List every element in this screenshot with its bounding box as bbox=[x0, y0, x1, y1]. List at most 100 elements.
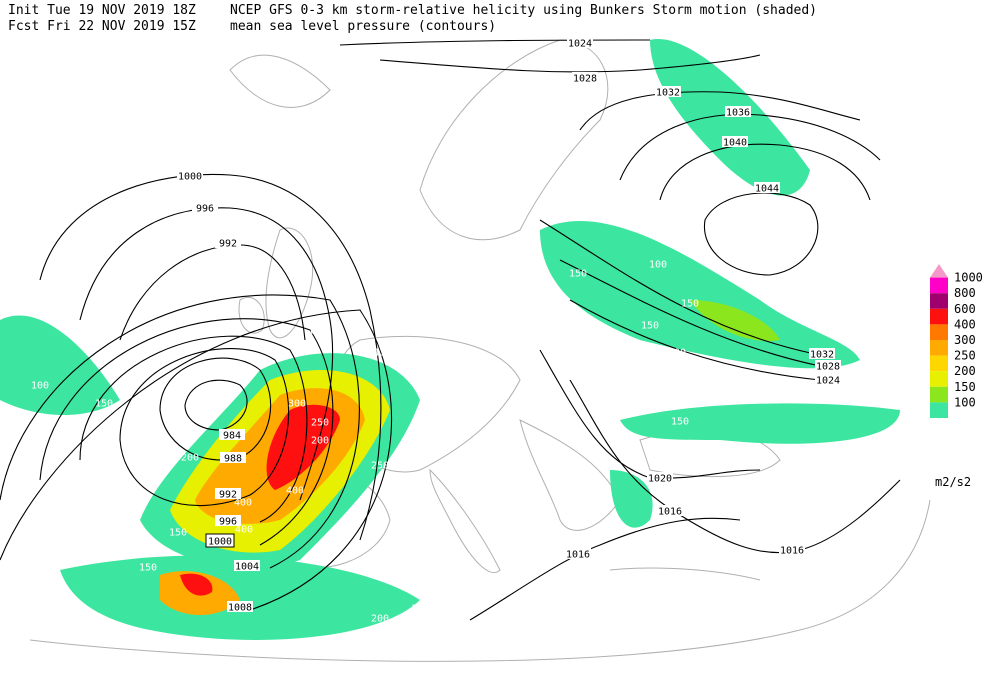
legend-unit: m2/s2 bbox=[935, 475, 971, 489]
helicity-label: 400 bbox=[235, 525, 253, 536]
helicity-label: 150 bbox=[569, 269, 587, 280]
pressure-label: 1036 bbox=[726, 108, 750, 119]
label-bg bbox=[655, 86, 681, 97]
helicity-label: 150 bbox=[374, 348, 392, 359]
legend-swatch bbox=[930, 355, 948, 372]
label-bg bbox=[567, 37, 593, 48]
pressure-label: 1016 bbox=[780, 546, 804, 557]
map-title: NCEP GFS 0-3 km storm-relative helicity … bbox=[230, 3, 817, 18]
helicity-label: 400 bbox=[286, 486, 304, 497]
helicity-label: 400 bbox=[234, 498, 252, 509]
pressure-label: 988 bbox=[224, 454, 242, 465]
helicity-label: 150 bbox=[169, 528, 187, 539]
helicity-label: 150 bbox=[641, 321, 659, 332]
pressure-label: 996 bbox=[219, 517, 237, 528]
helicity-label: 200 bbox=[371, 614, 389, 625]
label-bg bbox=[565, 548, 591, 559]
helicity-label: 100 bbox=[132, 428, 150, 439]
label-box bbox=[205, 533, 235, 548]
map-subtitle: mean sea level pressure (contours) bbox=[230, 19, 496, 34]
pressure-label: 996 bbox=[196, 204, 214, 215]
legend-swatch bbox=[930, 264, 948, 278]
pressure-label: 1044 bbox=[755, 184, 779, 195]
legend-label: 250 bbox=[954, 349, 976, 363]
helicity-label: 150 bbox=[139, 563, 157, 574]
legend-swatch bbox=[930, 340, 948, 356]
pressure-label: 1000 bbox=[178, 172, 202, 183]
helicity-label: 100 bbox=[31, 381, 49, 392]
helicity-label: 150 bbox=[95, 399, 113, 410]
helicity-label: 150 bbox=[421, 401, 439, 412]
pressure-label: 992 bbox=[219, 239, 237, 250]
helicity-shading bbox=[0, 39, 900, 640]
legend-swatch bbox=[930, 402, 948, 418]
label-bg bbox=[754, 182, 780, 193]
legend-label: 300 bbox=[954, 333, 976, 347]
label-bg bbox=[722, 136, 748, 147]
label-bg bbox=[725, 106, 751, 117]
pressure-label: 1020 bbox=[648, 474, 672, 485]
pressure-label: 1016 bbox=[566, 550, 590, 561]
label-bg bbox=[215, 515, 241, 526]
pressure-label: 1000 bbox=[208, 537, 232, 548]
helicity-label: 100 bbox=[316, 551, 334, 562]
legend-swatch bbox=[930, 386, 948, 403]
label-bg bbox=[657, 505, 683, 516]
label-bg bbox=[572, 72, 598, 83]
helicity-label: 100 bbox=[649, 260, 667, 271]
label-bg bbox=[815, 374, 841, 385]
label-bg bbox=[234, 560, 260, 571]
label-bg bbox=[227, 601, 253, 612]
pressure-label: 1024 bbox=[568, 39, 592, 50]
label-bg bbox=[219, 429, 245, 440]
legend-label: 1000 bbox=[954, 271, 983, 285]
helicity-label: 200 bbox=[311, 436, 329, 447]
pressure-label: 1032 bbox=[810, 350, 834, 361]
pressure-label: 984 bbox=[223, 431, 241, 442]
helicity-label: 200 bbox=[181, 453, 199, 464]
pressure-label: 1024 bbox=[816, 376, 840, 387]
init-time: Init Tue 19 NOV 2019 18Z bbox=[8, 3, 196, 18]
legend-label: 150 bbox=[954, 380, 976, 394]
legend-label: 100 bbox=[954, 395, 976, 409]
helicity-label: 150 bbox=[519, 327, 537, 338]
legend-swatch bbox=[930, 277, 948, 294]
legend-swatch bbox=[930, 324, 948, 340]
legend-label: 800 bbox=[954, 286, 976, 300]
map-labels: 1024102810321036104010441000996992984988… bbox=[31, 37, 841, 625]
label-bg bbox=[779, 544, 805, 555]
pressure-label: 992 bbox=[219, 490, 237, 501]
label-bg bbox=[809, 348, 835, 359]
label-bg bbox=[215, 237, 241, 248]
helicity-label: 150 bbox=[681, 299, 699, 310]
helicity-label: 100 bbox=[411, 604, 429, 615]
pressure-label: 1028 bbox=[573, 74, 597, 85]
label-bg bbox=[177, 170, 203, 181]
legend-swatch bbox=[930, 308, 948, 325]
pressure-label: 1032 bbox=[656, 88, 680, 99]
legend-label: 400 bbox=[954, 317, 976, 331]
pressure-label: 1008 bbox=[228, 603, 252, 614]
pressure-label: 1004 bbox=[235, 562, 259, 573]
pressure-label: 1040 bbox=[723, 138, 747, 149]
helicity-label: 150 bbox=[308, 326, 326, 337]
label-bg bbox=[815, 360, 841, 371]
legend-label: 600 bbox=[954, 302, 976, 316]
pressure-contours bbox=[0, 39, 901, 621]
helicity-label: 100 bbox=[751, 394, 769, 405]
helicity-label: 150 bbox=[671, 417, 689, 428]
label-bg bbox=[647, 472, 673, 483]
helicity-label: 250 bbox=[311, 418, 329, 429]
pressure-label: 1028 bbox=[816, 362, 840, 373]
legend-swatch bbox=[930, 293, 948, 309]
helicity-label: 100 bbox=[668, 348, 686, 359]
helicity-label: 300 bbox=[288, 399, 306, 410]
label-bg bbox=[192, 202, 218, 213]
legend-swatch bbox=[930, 371, 948, 387]
pressure-label: 1016 bbox=[658, 507, 682, 518]
forecast-time: Fcst Fri 22 NOV 2019 15Z bbox=[8, 19, 196, 34]
label-bg bbox=[215, 488, 241, 499]
